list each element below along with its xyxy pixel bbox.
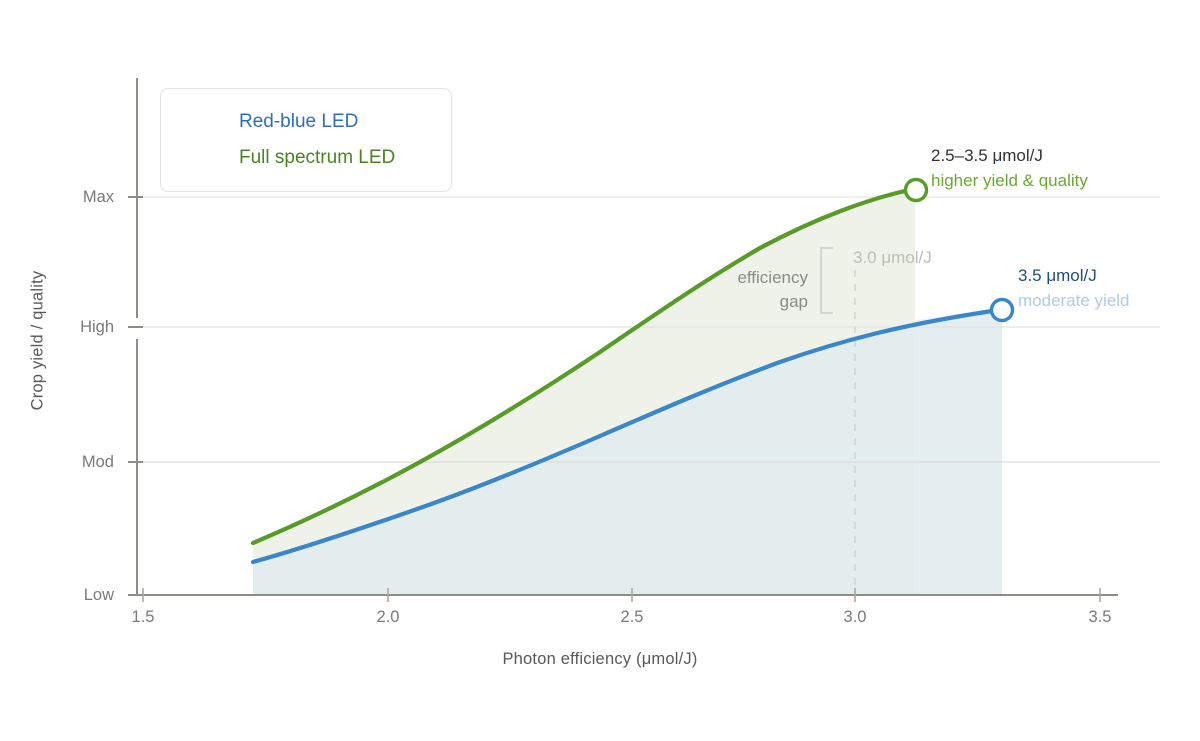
ytick-label-high: High: [80, 318, 114, 336]
series-line-full-spectrum: [250, 188, 908, 546]
annotation-red-blue-endpoint: 3.5 μmol/J moderate yield: [1018, 266, 1130, 311]
ytick-label-max: Max: [82, 188, 114, 206]
annotation-full-spectrum-line1: 2.5–3.5 μmol/J: [931, 146, 1043, 165]
annotation-red-blue-line1: 3.5 μmol/J: [1018, 266, 1097, 285]
ytick-label-mod: Mod: [81, 453, 114, 471]
xtick-label-1.5: 1.5: [131, 608, 155, 626]
annotation-reference-line-label: 3.0 μmol/J: [853, 248, 932, 267]
efficiency-gap-bracket: [820, 247, 833, 314]
xtick-label-3.5: 3.5: [1088, 608, 1112, 626]
xtick-label-2.5: 2.5: [620, 608, 644, 626]
x-axis-title: Photon efficiency (μmol/J): [502, 650, 698, 668]
annotation-full-spectrum-endpoint: 2.5–3.5 μmol/J higher yield & quality: [931, 146, 1088, 191]
area-fill-overlap: [253, 311, 1002, 595]
axis-ticks: [128, 196, 1101, 602]
gridlines: [137, 196, 1160, 463]
annotation-efficiency-gap: efficiency gap: [640, 266, 808, 314]
endpoint-marker-full-spectrum[interactable]: [903, 177, 929, 203]
annotation-full-spectrum-line2: higher yield & quality: [931, 171, 1088, 190]
series-line-red-blue: [250, 308, 995, 565]
area-fills: [253, 191, 1002, 595]
legend[interactable]: Red-blue LED Full spectrum LED: [160, 88, 452, 192]
xtick-label-3.0: 3.0: [843, 608, 867, 626]
annotation-red-blue-line2: moderate yield: [1018, 291, 1130, 310]
xtick-label-2.0: 2.0: [376, 608, 400, 626]
y-axis-title: Crop yield / quality: [28, 270, 47, 411]
legend-label-full-spectrum: Full spectrum LED: [239, 147, 396, 168]
annotation-efficiency-gap-line2: gap: [779, 292, 808, 311]
endpoint-marker-red-blue[interactable]: [989, 297, 1015, 323]
annotation-efficiency-gap-line1: efficiency: [737, 268, 808, 287]
ytick-label-low: Low: [83, 586, 114, 604]
legend-item-full-spectrum[interactable]: Full spectrum LED: [239, 143, 395, 173]
legend-label-red-blue: Red-blue LED: [239, 111, 359, 132]
legend-item-red-blue[interactable]: Red-blue LED: [239, 107, 358, 137]
